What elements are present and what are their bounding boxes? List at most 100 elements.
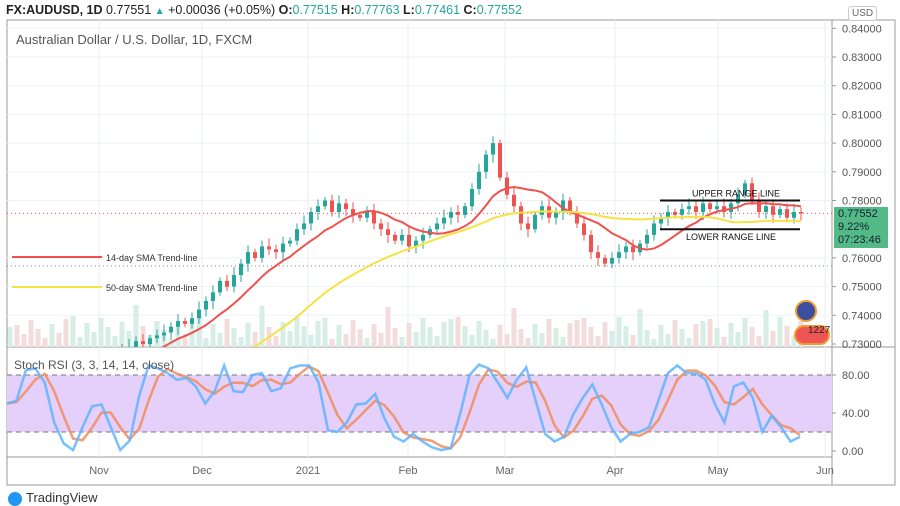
volume-bar [497,325,503,347]
candle-body [169,326,173,333]
candle-body [351,209,355,215]
candle-body [183,321,187,324]
price-tick-label: 0.80000 [842,138,882,150]
candle-body [764,206,768,212]
candle-body [379,223,383,230]
price-change: +0.00036 (+0.05%) [168,3,276,17]
candle-body [204,300,208,310]
candle-body [400,234,404,241]
symbol-name: FX:AUDUSD, 1D [6,3,103,17]
candle-body [491,143,495,155]
volume-bar [469,335,475,347]
close-value: 0.77552 [476,3,522,17]
time-tick-label: Dec [192,465,212,477]
candle-body [631,246,635,253]
volume-bar [294,317,300,347]
volume-bar [224,319,230,347]
volume-bar [28,320,34,347]
volume-bar [420,318,426,347]
volume-bar [364,338,370,347]
volume-bar [791,335,797,347]
candle-body [603,257,607,264]
candle-body [652,223,656,235]
volume-bar [637,309,643,347]
volume-bar [707,319,713,347]
candle-body [148,338,152,344]
candle-body [456,211,460,215]
us-flag-icon [794,325,830,345]
volume-bar [287,331,293,347]
volume-bar [476,321,482,347]
candle-body [337,203,341,212]
volume-bar [693,324,699,347]
australia-flag-icon [795,300,817,322]
candle-body [288,240,292,244]
price-tick-label: 0.74000 [842,310,882,322]
candle-body [533,214,537,230]
volume-bar [679,329,685,347]
close-label: C: [463,3,477,17]
candle-body [155,335,159,339]
high-label: H: [341,3,355,17]
volume-bar [770,331,776,347]
volume-bar [322,318,328,347]
volume-bar [133,305,139,347]
tradingview-logo[interactable]: TradingView [8,490,98,506]
volume-bar [119,322,125,347]
volume-bar [763,310,769,347]
volume-bar [686,338,692,347]
volume-bar [427,327,433,347]
volume-bar [378,333,384,347]
volume-bar [350,320,356,347]
volume-bar [315,321,321,347]
volume-bar [448,319,454,347]
candle-body [659,217,663,224]
candle-body [736,194,740,204]
candle-body [799,211,803,214]
candle-body [701,203,705,212]
candle-body [120,350,124,353]
candle-body [792,211,796,218]
volume-bar [280,322,286,347]
candle-body [330,200,334,212]
volume-bar [644,330,650,347]
currency-button[interactable]: USD [848,6,878,21]
volume-bar [56,333,62,347]
stoch-rsi-title: Stoch RSI (3, 3, 14, 14, close) [14,358,175,372]
upper-range-label: UPPER RANGE LINE [692,189,780,199]
volume-bar [749,327,755,347]
lower-range-label: LOWER RANGE LINE [686,232,776,242]
volume-bar [728,323,734,347]
volume-bar [182,334,188,347]
volume-bar [546,319,552,347]
candle-body [624,246,628,253]
volume-bar [742,318,748,347]
candle-body [295,229,299,241]
volume-bar [399,337,405,347]
candle-body [708,203,712,210]
candle-body [253,252,257,258]
high-value: 0.77763 [354,3,400,17]
volume-bar [210,324,216,347]
volume-bar [532,324,538,347]
volume-bar [483,330,489,347]
time-tick-label: 2021 [296,465,320,477]
candle-body [750,183,754,201]
sma50-line [251,210,802,347]
candle-body [610,257,614,264]
candle-body [757,200,761,212]
volume-bar [665,334,671,347]
candle-body [617,252,621,258]
candle-body [232,275,236,287]
volume-bar [658,325,664,347]
candle-body [729,203,733,212]
volume-bar [609,331,615,347]
volume-bar [203,338,209,347]
volume-bar [49,324,55,347]
volume-bar [574,320,580,347]
candle-body [211,292,215,301]
volume-bar [371,324,377,347]
time-tick-label: Nov [89,465,109,477]
open-label: O: [278,3,293,17]
